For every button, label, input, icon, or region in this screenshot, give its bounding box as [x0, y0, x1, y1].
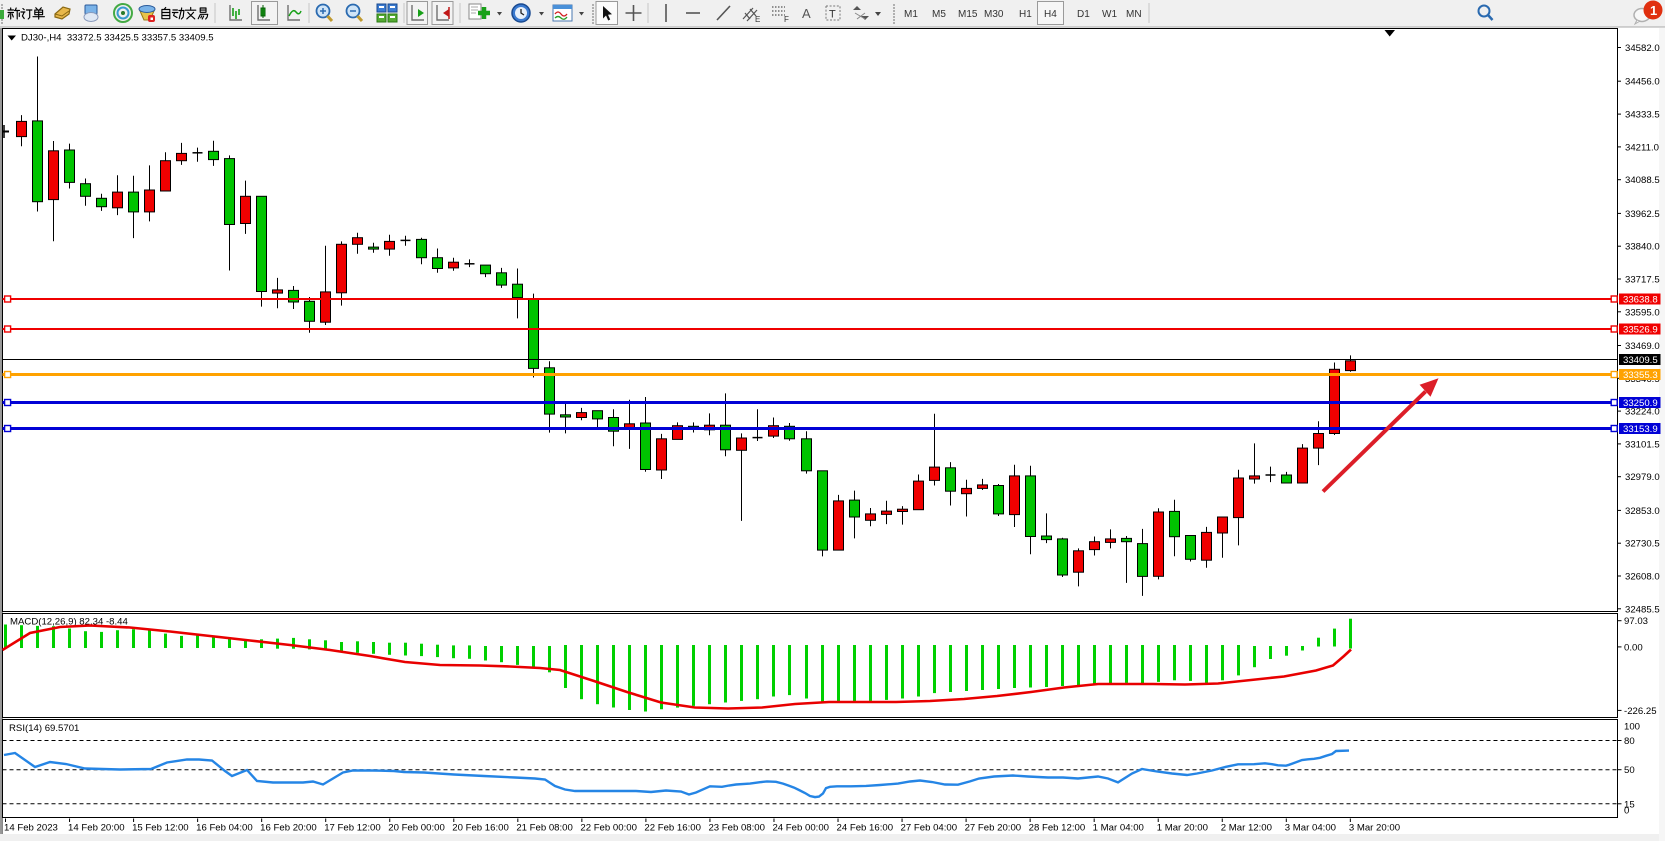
svg-text:24 Feb 00:00: 24 Feb 00:00	[772, 823, 829, 834]
svg-text:32608.0: 32608.0	[1625, 572, 1660, 583]
svg-text:100: 100	[1624, 722, 1640, 733]
svg-text:34582.0: 34582.0	[1625, 43, 1660, 54]
svg-text:16 Feb 20:00: 16 Feb 20:00	[260, 823, 317, 834]
svg-text:33250.9: 33250.9	[1623, 398, 1658, 409]
svg-text:F: F	[784, 15, 789, 24]
svg-text:34211.0: 34211.0	[1625, 142, 1659, 153]
svg-text:3 Mar 20:00: 3 Mar 20:00	[1349, 823, 1400, 834]
svg-text:22 Feb 00:00: 22 Feb 00:00	[580, 823, 637, 834]
svg-text:32485.5: 32485.5	[1625, 604, 1660, 615]
svg-text:17 Feb 12:00: 17 Feb 12:00	[324, 823, 381, 834]
svg-text:80: 80	[1624, 736, 1635, 747]
svg-text:A: A	[802, 6, 811, 21]
svg-text:1 Mar 20:00: 1 Mar 20:00	[1157, 823, 1208, 834]
svg-text:50: 50	[1624, 765, 1635, 776]
svg-text:34333.5: 34333.5	[1625, 110, 1660, 121]
svg-text:23 Feb 08:00: 23 Feb 08:00	[708, 823, 765, 834]
svg-text:34456.0: 34456.0	[1625, 77, 1660, 88]
svg-text:M30: M30	[984, 9, 1004, 20]
svg-text:33101.5: 33101.5	[1625, 439, 1660, 450]
svg-text:0.00: 0.00	[1624, 642, 1643, 653]
svg-text:H4: H4	[1044, 9, 1057, 20]
svg-text:33153.9: 33153.9	[1623, 424, 1658, 435]
svg-text:2 Mar 12:00: 2 Mar 12:00	[1221, 823, 1272, 834]
svg-text:21 Feb 08:00: 21 Feb 08:00	[516, 823, 573, 834]
svg-text:D1: D1	[1077, 9, 1090, 20]
svg-text:M1: M1	[904, 9, 918, 20]
svg-text:M5: M5	[932, 9, 946, 20]
svg-text:33355.3: 33355.3	[1623, 370, 1658, 381]
svg-text:33469.0: 33469.0	[1625, 341, 1660, 352]
svg-text:33717.5: 33717.5	[1625, 275, 1660, 286]
svg-text:1: 1	[1650, 3, 1657, 18]
svg-text:24 Feb 16:00: 24 Feb 16:00	[837, 823, 894, 834]
svg-text:E: E	[755, 15, 760, 24]
svg-text:M15: M15	[958, 9, 978, 20]
svg-text:16 Feb 04:00: 16 Feb 04:00	[196, 823, 253, 834]
svg-text:34088.5: 34088.5	[1625, 175, 1660, 186]
svg-text:32853.0: 32853.0	[1625, 506, 1660, 517]
svg-text:W1: W1	[1102, 9, 1117, 20]
svg-text:33409.5: 33409.5	[1623, 355, 1658, 366]
svg-text:33962.5: 33962.5	[1625, 209, 1660, 220]
svg-text:32730.5: 32730.5	[1625, 539, 1660, 550]
svg-text:28 Feb 12:00: 28 Feb 12:00	[1029, 823, 1086, 834]
svg-text:97.03: 97.03	[1624, 616, 1648, 627]
svg-text:14 Feb 2023: 14 Feb 2023	[4, 823, 58, 834]
svg-text:20 Feb 16:00: 20 Feb 16:00	[452, 823, 509, 834]
svg-text:27 Feb 20:00: 27 Feb 20:00	[965, 823, 1022, 834]
svg-text:20 Feb 00:00: 20 Feb 00:00	[388, 823, 445, 834]
svg-text:0: 0	[1624, 806, 1629, 817]
svg-text:T: T	[829, 9, 836, 21]
svg-text:DJ30-,H4 33372.5 33425.5 3335: DJ30-,H4 33372.5 33425.5 33357.5 33409.5	[21, 33, 214, 44]
svg-text:32979.0: 32979.0	[1625, 472, 1660, 483]
svg-text:15: 15	[1624, 799, 1635, 810]
svg-text:3 Mar 04:00: 3 Mar 04:00	[1285, 823, 1336, 834]
svg-text:33224.0: 33224.0	[1625, 407, 1660, 418]
svg-text:33526.9: 33526.9	[1623, 325, 1658, 336]
svg-text:-226.25: -226.25	[1624, 706, 1657, 717]
svg-text:33595.0: 33595.0	[1625, 307, 1660, 318]
svg-text:MACD(12,26,9) 82.34 -8.44: MACD(12,26,9) 82.34 -8.44	[10, 617, 129, 628]
svg-text:27 Feb 04:00: 27 Feb 04:00	[901, 823, 958, 834]
svg-text:33638.8: 33638.8	[1623, 295, 1658, 306]
svg-text:22 Feb 16:00: 22 Feb 16:00	[644, 823, 701, 834]
svg-text:14 Feb 20:00: 14 Feb 20:00	[68, 823, 125, 834]
svg-text:1 Mar 04:00: 1 Mar 04:00	[1093, 823, 1144, 834]
svg-text:RSI(14) 69.5701: RSI(14) 69.5701	[9, 723, 79, 734]
svg-text:15 Feb 12:00: 15 Feb 12:00	[132, 823, 189, 834]
svg-text:33840.0: 33840.0	[1625, 242, 1660, 253]
svg-text:MN: MN	[1126, 9, 1142, 20]
svg-text:H1: H1	[1019, 9, 1032, 20]
